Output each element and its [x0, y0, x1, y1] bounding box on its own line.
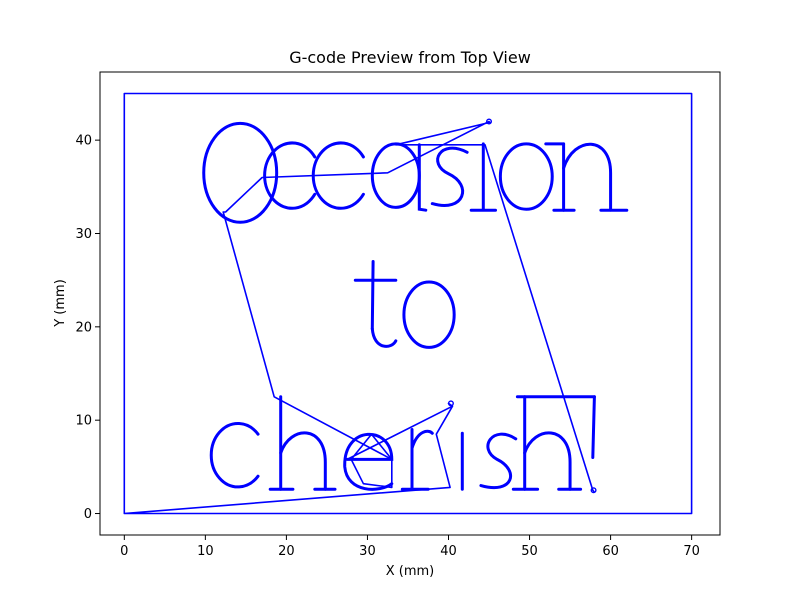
letter-n-arch: [562, 142, 613, 212]
letter-r-arm: [410, 429, 434, 450]
letter-s2: [479, 432, 518, 489]
text-toolpaths: [202, 121, 629, 491]
letter-c2: [311, 141, 365, 210]
letter-t-hook: [370, 327, 398, 348]
x-tick-label: 0: [120, 544, 128, 559]
letter-e: [343, 432, 394, 491]
axes-frame: [99, 71, 721, 536]
y-axis: 0 10 20 30 40: [75, 134, 100, 522]
letter-O: [202, 121, 279, 224]
letter-s: [430, 146, 469, 207]
pen-lift-marker: [486, 118, 493, 125]
y-tick-label: 0: [84, 507, 92, 522]
x-tick-label: 20: [278, 544, 295, 559]
letter-o: [498, 142, 554, 211]
gcode-toolpaths: [123, 92, 693, 515]
x-tick-label: 60: [602, 544, 619, 559]
letter-excl-stem: [591, 395, 596, 459]
letter-a-stem: [417, 143, 428, 212]
x-tick-label: 10: [197, 544, 214, 559]
x-tick-label: 40: [440, 544, 457, 559]
letter-c1: [263, 141, 317, 210]
x-axis-label: X (mm): [386, 564, 435, 579]
pen-lift-marker: [590, 487, 597, 494]
toolpath-series-0: [123, 92, 693, 515]
x-tick-label: 30: [359, 544, 376, 559]
x-axis: 0 10 20 30 40 50 60 70: [120, 535, 700, 559]
letter-h2-arch: [523, 431, 572, 491]
y-tick-label: 10: [75, 414, 92, 429]
x-tick-label: 50: [521, 544, 538, 559]
letter-t-stem: [370, 260, 375, 331]
y-tick-label: 20: [75, 320, 92, 335]
letter-c3: [209, 421, 260, 489]
pen-lift-marker: [447, 400, 454, 407]
y-axis-label: Y (mm): [53, 279, 68, 328]
y-tick-label: 40: [75, 134, 92, 149]
chart-title: G-code Preview from Top View: [289, 48, 531, 67]
letter-o2: [402, 280, 456, 349]
letter-h-arch: [279, 431, 327, 491]
y-tick-label: 30: [75, 227, 92, 242]
x-tick-label: 70: [683, 544, 700, 559]
